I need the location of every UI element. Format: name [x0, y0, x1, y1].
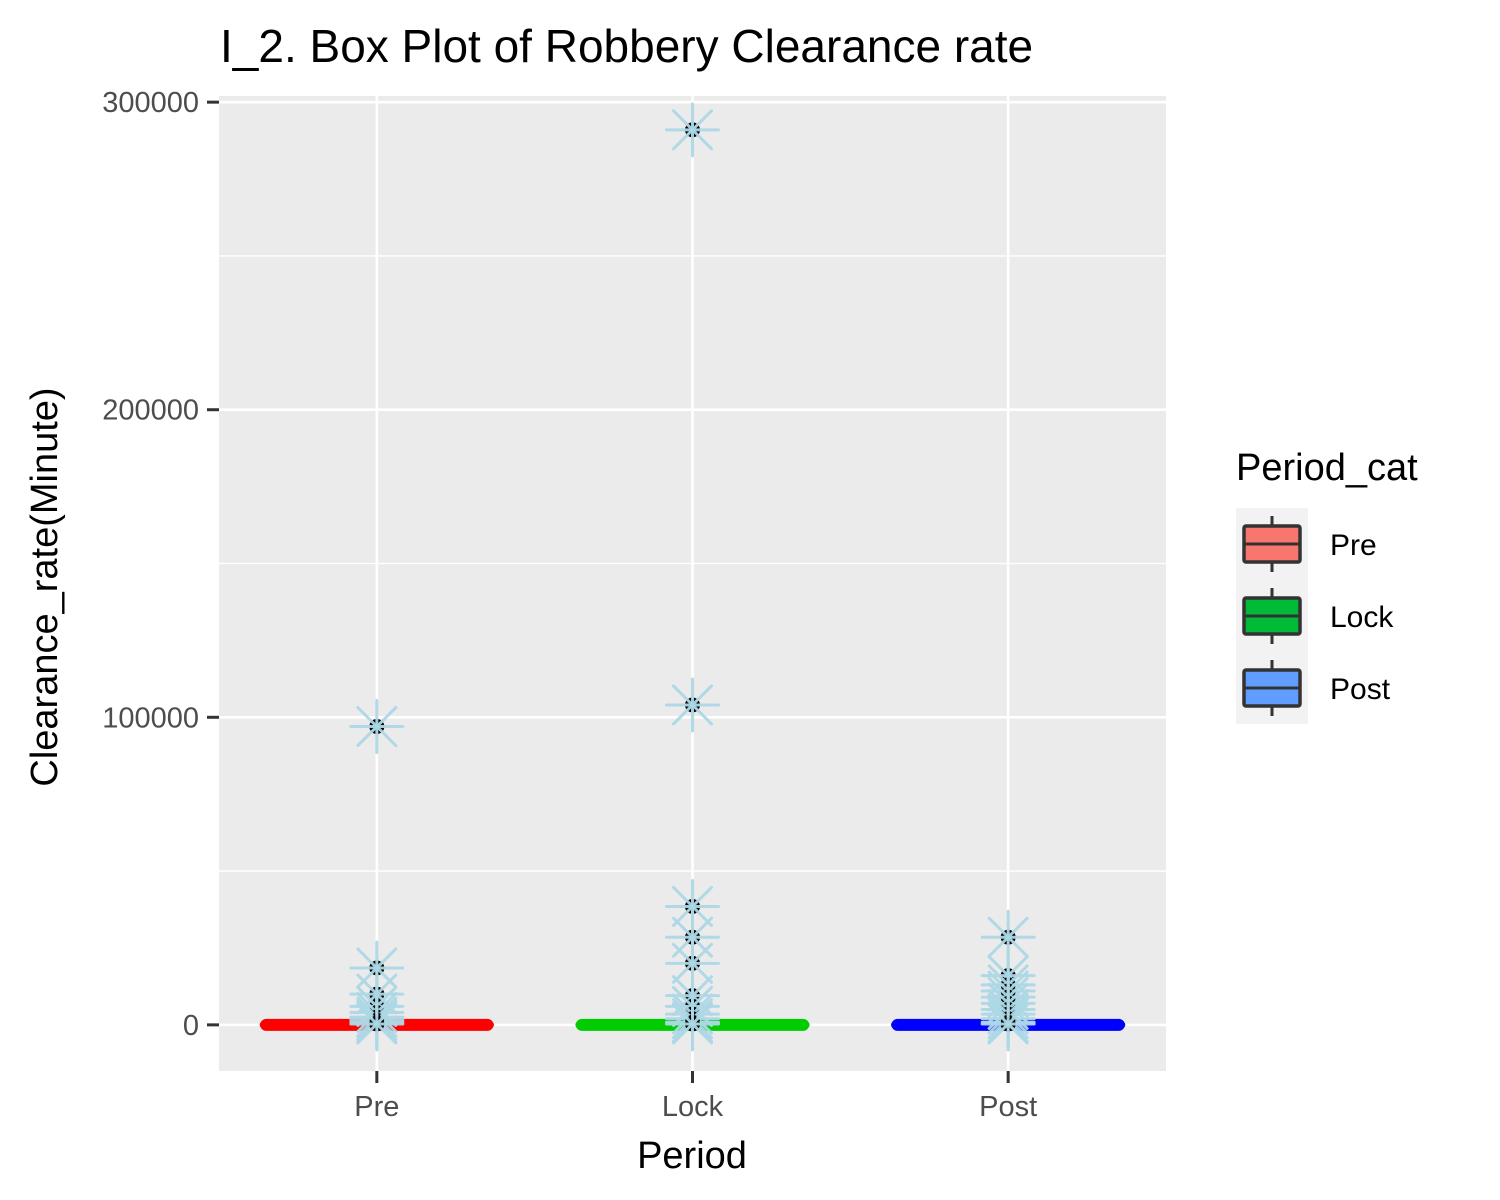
outlier-point: [665, 677, 720, 733]
legend-key-post: [1242, 660, 1302, 716]
x-tick-label: Lock: [662, 1091, 724, 1123]
y-tick-label: 0: [183, 1010, 199, 1042]
outlier-point: [665, 102, 720, 158]
legend-key-pre: [1242, 516, 1302, 572]
legend-label: Lock: [1330, 601, 1394, 634]
legend-title: Period_cat: [1236, 447, 1418, 489]
legend-key-lock: [1242, 588, 1302, 644]
y-axis-title: Clearance_rate(Minute): [24, 387, 66, 786]
outlier-point: [665, 996, 720, 1052]
chart-title: I_2. Box Plot of Robbery Clearance rate: [220, 20, 1033, 72]
outlier-layer: [349, 102, 1036, 1052]
y-tick-label: 200000: [102, 395, 199, 427]
legend-label: Pre: [1330, 529, 1377, 562]
x-axis: Pre Lock Post: [354, 1071, 1037, 1123]
legend: Period_cat Pre Lock Post: [1236, 447, 1418, 724]
y-tick-label: 100000: [102, 702, 199, 734]
outlier-point: [349, 996, 405, 1052]
legend-label: Post: [1330, 673, 1391, 706]
x-tick-label: Pre: [354, 1091, 399, 1123]
x-axis-title: Period: [637, 1135, 747, 1177]
x-tick-label: Post: [979, 1091, 1037, 1123]
outlier-point: [980, 996, 1036, 1052]
y-tick-label: 300000: [102, 87, 199, 119]
outlier-point: [349, 699, 405, 755]
y-axis: 0 100000 200000 300000: [102, 87, 219, 1042]
